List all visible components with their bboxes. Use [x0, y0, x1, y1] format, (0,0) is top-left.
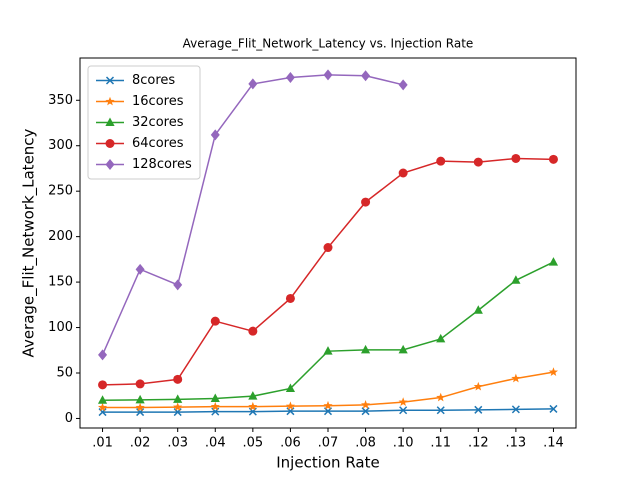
marker [436, 333, 446, 343]
series [98, 404, 558, 417]
marker [285, 401, 295, 411]
marker [548, 154, 558, 164]
marker [511, 275, 521, 284]
marker [361, 197, 371, 207]
x-tick-label: .06 [280, 436, 301, 451]
marker [473, 157, 483, 167]
x-tick-label: .10 [393, 436, 414, 451]
marker [436, 392, 446, 402]
marker [173, 402, 183, 411]
marker [285, 72, 295, 84]
y-tick-label: 100 [48, 320, 73, 335]
marker [248, 401, 258, 411]
y-tick-label: 50 [56, 366, 73, 381]
y-tick-label: 250 [48, 184, 73, 199]
series [97, 367, 559, 412]
marker [549, 404, 558, 413]
marker [210, 393, 220, 402]
x-tick-label: .03 [167, 436, 188, 451]
y-tick-label: 350 [48, 93, 73, 108]
marker [135, 379, 145, 389]
x-tick-label: .07 [318, 436, 339, 451]
marker [210, 129, 220, 141]
marker [173, 394, 183, 403]
marker [105, 139, 115, 148]
marker [473, 305, 483, 314]
legend-label: 64cores [132, 136, 184, 151]
marker [135, 402, 145, 412]
marker [323, 243, 333, 253]
marker [323, 346, 333, 355]
marker [323, 400, 333, 410]
marker [210, 401, 220, 411]
marker [105, 159, 115, 170]
y-axis-label: Average_Flit_Network_Latency [20, 128, 39, 357]
marker [361, 407, 370, 416]
marker [135, 263, 145, 275]
marker [98, 349, 108, 361]
x-tick-label: .12 [468, 436, 489, 451]
marker [105, 117, 115, 126]
marker [285, 293, 295, 303]
marker [248, 326, 258, 336]
legend-box [87, 65, 201, 180]
y-tick-label: 150 [48, 275, 73, 290]
marker [399, 406, 408, 415]
marker [98, 380, 108, 390]
marker [97, 402, 108, 412]
x-tick-label: .05 [243, 436, 264, 451]
marker [474, 405, 483, 414]
marker [248, 78, 258, 90]
marker [548, 367, 559, 376]
marker [398, 344, 408, 354]
marker [173, 279, 183, 291]
series [97, 257, 559, 404]
legend-label: 128cores [132, 157, 192, 172]
marker [398, 397, 408, 406]
x-tick-label: .14 [543, 436, 564, 451]
y-tick-label: 300 [48, 138, 73, 153]
y-tick-label: 200 [48, 229, 73, 244]
legend-label: 32cores [132, 115, 184, 130]
x-tick-label: .13 [506, 436, 527, 451]
x-axis-label: Injection Rate [276, 454, 379, 472]
marker [436, 406, 445, 415]
marker [173, 374, 183, 384]
marker [398, 79, 408, 91]
series [98, 153, 558, 390]
chart-title: Average_Flit_Network_Latency vs. Injecti… [183, 37, 474, 51]
x-tick-label: .02 [130, 436, 151, 451]
legend-label: 16cores [132, 94, 184, 109]
marker [360, 344, 371, 354]
marker [323, 69, 333, 81]
marker [97, 395, 108, 404]
marker [248, 391, 258, 400]
marker [548, 257, 559, 266]
marker [135, 394, 145, 404]
legend-label: 8cores [132, 73, 175, 88]
marker [285, 383, 296, 392]
marker [473, 381, 483, 391]
marker [210, 316, 220, 326]
marker [361, 70, 371, 82]
marker [511, 405, 520, 414]
series [98, 69, 408, 361]
marker [511, 153, 521, 163]
marker [105, 76, 115, 85]
x-tick-label: .01 [92, 436, 113, 451]
x-tick-label: .04 [205, 436, 226, 451]
x-tick-label: .08 [355, 436, 376, 451]
marker [105, 96, 115, 106]
marker [436, 156, 446, 166]
legend: 8cores 16cores 32cores 64cores 128cores [87, 65, 201, 180]
marker [511, 373, 521, 383]
marker [361, 400, 371, 409]
y-tick-label: 0 [65, 411, 73, 426]
x-tick-label: .11 [430, 436, 451, 451]
marker [398, 168, 408, 178]
